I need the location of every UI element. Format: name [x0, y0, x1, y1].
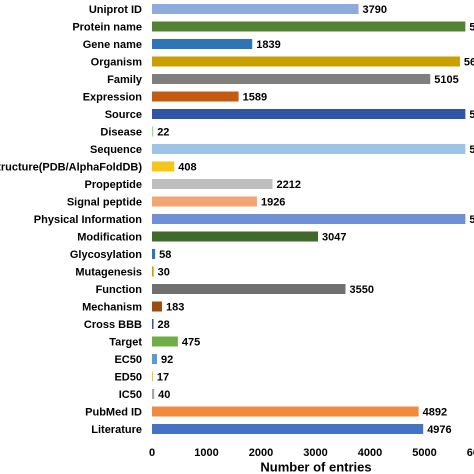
x-tick-label: 1000	[194, 447, 218, 459]
y-tick-label: Protein name	[72, 21, 142, 33]
x-tick-label: 5000	[412, 447, 436, 459]
value-label: 5750	[469, 144, 474, 156]
y-tick-label: Sequence	[90, 144, 142, 156]
bar	[152, 389, 155, 399]
bar	[152, 56, 460, 67]
y-tick-label: Propeptide	[85, 179, 142, 191]
value-label: 92	[161, 354, 173, 366]
value-label: 28	[158, 319, 170, 331]
y-tick-label: Expression	[83, 91, 143, 103]
bar	[152, 354, 158, 364]
bar	[152, 214, 466, 224]
value-label: 2212	[277, 179, 301, 191]
bar	[152, 179, 273, 189]
x-tick-label: 6000	[467, 447, 474, 459]
y-tick-label: Gene name	[83, 39, 142, 51]
bar	[152, 249, 156, 259]
value-label: 5750	[469, 21, 474, 33]
y-tick-label: PubMed ID	[85, 406, 142, 418]
x-tick-label: 2000	[249, 447, 273, 459]
bar	[152, 336, 178, 347]
bar	[152, 126, 154, 137]
bar	[152, 74, 431, 84]
y-tick-label: Disease	[100, 126, 142, 138]
value-label: 4892	[423, 406, 447, 418]
value-label: 4976	[427, 424, 451, 436]
value-label: 475	[182, 336, 200, 348]
bar	[152, 301, 162, 312]
bar	[152, 424, 424, 434]
bar	[152, 196, 257, 207]
bar	[152, 371, 153, 382]
value-label: 40	[158, 389, 170, 401]
y-tick-label: Target	[109, 336, 142, 348]
bar	[152, 266, 154, 277]
y-tick-label: Function	[96, 284, 143, 296]
value-label: 1839	[256, 39, 280, 51]
value-label: 5105	[434, 74, 458, 86]
bar	[152, 161, 175, 172]
value-label: 408	[178, 161, 196, 173]
y-tick-label: ED50	[114, 371, 142, 383]
bar	[152, 406, 419, 417]
value-label: 22	[157, 126, 169, 138]
value-label: 3550	[349, 284, 373, 296]
bar	[152, 109, 466, 119]
bar	[152, 39, 253, 49]
y-tick-label: Literature	[91, 424, 142, 436]
x-tick-label: 3000	[303, 447, 327, 459]
y-tick-label: Glycosylation	[70, 249, 142, 261]
y-tick-label: Cross BBB	[84, 319, 142, 331]
bar	[152, 21, 466, 32]
value-label: 58	[159, 249, 171, 261]
x-tick-label: 4000	[358, 447, 382, 459]
bar	[152, 231, 319, 242]
y-tick-label: Signal peptide	[67, 196, 142, 208]
value-label: 3790	[363, 4, 387, 16]
y-tick-label: Organism	[91, 56, 143, 68]
value-label: 17	[157, 371, 169, 383]
y-tick-label: Physical Information	[34, 214, 142, 226]
value-label: 5750	[469, 214, 474, 226]
y-tick-label: IC50	[119, 389, 142, 401]
y-tick-label: Mutagenesis	[75, 266, 142, 278]
value-label: 5650	[464, 56, 474, 68]
y-tick-label: Uniprot ID	[89, 4, 142, 16]
y-tick-label: Mechanism	[82, 301, 142, 313]
value-label: 1926	[261, 196, 285, 208]
bar	[152, 284, 346, 294]
y-tick-label: Structure(PDB/AlphaFoldDB)	[0, 161, 142, 173]
bar	[152, 319, 154, 329]
bar	[152, 144, 466, 154]
x-tick-label: 0	[149, 447, 155, 459]
y-tick-label: Family	[107, 74, 143, 86]
bar	[152, 4, 359, 14]
x-axis-title: Number of entries	[260, 459, 371, 474]
value-label: 30	[158, 266, 170, 278]
value-label: 183	[166, 301, 184, 313]
value-label: 3047	[322, 231, 346, 243]
y-tick-label: Modification	[77, 231, 142, 243]
value-label: 1589	[243, 91, 267, 103]
y-tick-label: EC50	[114, 354, 142, 366]
bar	[152, 91, 239, 102]
y-tick-label: Source	[105, 109, 142, 121]
value-label: 5750	[469, 109, 474, 121]
